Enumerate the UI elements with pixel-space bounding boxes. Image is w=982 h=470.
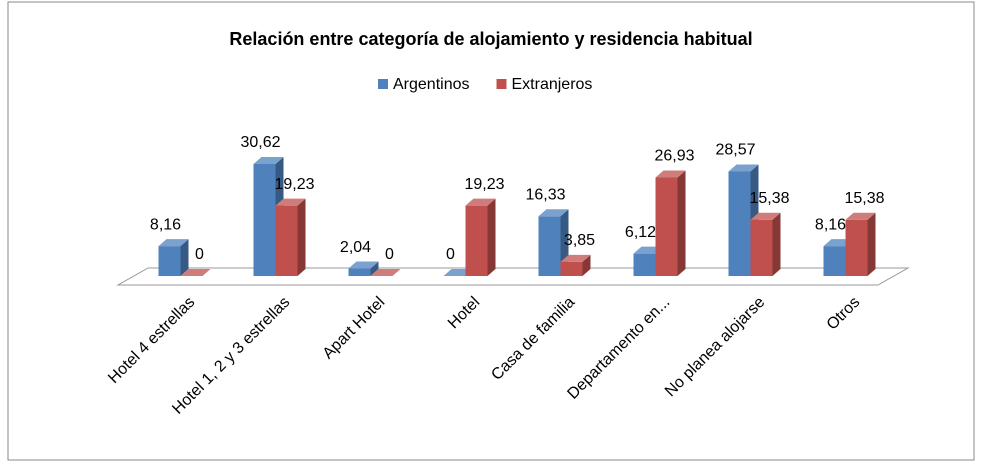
bar-face — [772, 212, 781, 276]
value-label: 19,23 — [274, 176, 314, 193]
bar-face — [750, 212, 781, 220]
bar-face — [655, 170, 686, 178]
bar-face — [158, 239, 189, 247]
bar-face — [158, 246, 181, 276]
bar-face — [275, 198, 306, 206]
value-label: 0 — [195, 246, 204, 263]
value-label: 16,33 — [525, 186, 565, 203]
value-label: 8,16 — [815, 216, 846, 233]
bar-face — [538, 216, 561, 276]
bar — [845, 212, 876, 276]
bar-face — [655, 177, 678, 276]
bar — [560, 254, 591, 276]
bar-face — [253, 157, 284, 165]
value-label: 28,57 — [715, 142, 755, 159]
bar-face — [728, 171, 751, 276]
bar — [348, 261, 379, 276]
bar-face — [487, 198, 496, 276]
legend-label: Extranjeros — [512, 76, 593, 93]
bar-face — [845, 212, 876, 220]
bar-face — [180, 239, 189, 276]
bar-face — [750, 219, 773, 276]
bar-face — [370, 261, 379, 276]
bar — [370, 269, 401, 276]
bar-face — [465, 198, 496, 206]
value-label: 0 — [446, 246, 455, 263]
value-label: 6,12 — [625, 224, 656, 241]
bar-face — [677, 170, 686, 276]
bar-face — [845, 219, 868, 276]
value-label: 30,62 — [240, 134, 280, 151]
bar-face — [253, 164, 276, 276]
value-label: 3,85 — [564, 232, 595, 249]
bar — [180, 269, 211, 276]
value-label: 19,23 — [464, 176, 504, 193]
floor — [116, 267, 910, 286]
bar-face — [538, 209, 569, 217]
value-label: 8,16 — [150, 216, 181, 233]
legend-swatch — [496, 79, 507, 89]
legend-label: Argentinos — [393, 76, 470, 93]
bar-face — [867, 212, 876, 276]
bar-face — [560, 261, 583, 276]
bar-face — [275, 205, 298, 276]
bar-face — [348, 261, 379, 269]
bar-face — [560, 254, 591, 262]
bar — [655, 170, 686, 276]
bar-face — [180, 269, 211, 276]
value-label: 0 — [385, 246, 394, 263]
bar-face — [348, 268, 371, 276]
legend-swatch — [378, 79, 388, 89]
bar-face — [297, 198, 306, 276]
chart-title: Relación entre categoría de alojamiento … — [229, 29, 752, 49]
bar-face — [465, 205, 488, 276]
value-label: 15,38 — [844, 190, 884, 207]
bar-face — [582, 254, 591, 276]
bar — [750, 212, 781, 276]
value-label: 26,93 — [654, 148, 694, 165]
bar-face — [728, 164, 759, 172]
bar — [275, 198, 306, 276]
bar-face — [633, 253, 656, 276]
bar-face — [370, 269, 401, 276]
bar-face — [823, 246, 846, 276]
value-label: 2,04 — [340, 239, 371, 256]
bar — [158, 239, 189, 276]
value-label: 15,38 — [749, 190, 789, 207]
bar — [465, 198, 496, 276]
